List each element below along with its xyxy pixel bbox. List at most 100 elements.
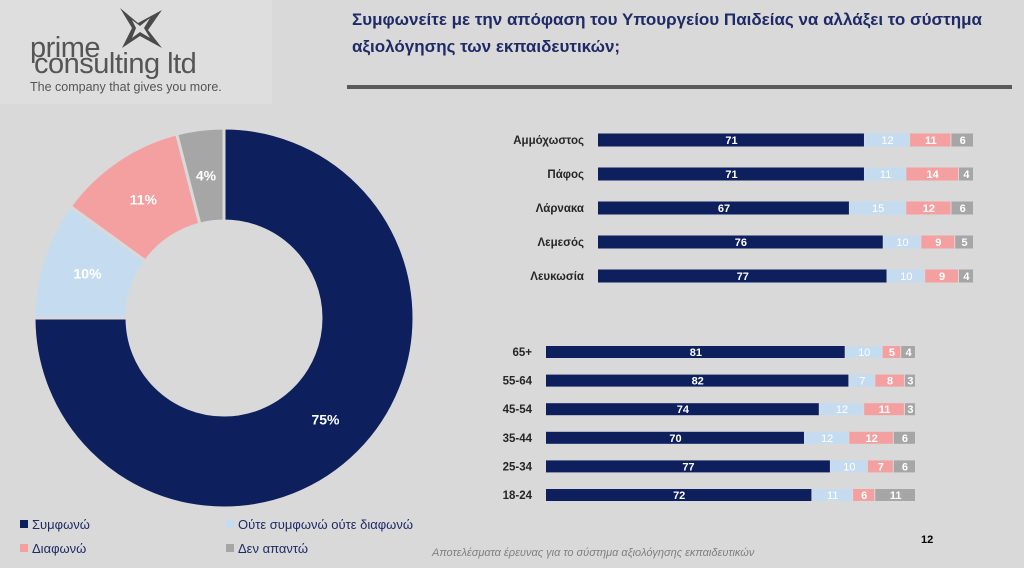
district-bar-neutral: [887, 269, 925, 283]
legend-label-disagree: Διαφωνώ: [32, 541, 87, 556]
age-bar-no-answer: [904, 403, 915, 416]
district-value-label-neutral: 15: [872, 203, 884, 215]
district-row-1: Πάφος 71 11 14 4: [547, 167, 973, 181]
age-row-18-24: 18-24 72 11 6 11: [503, 489, 915, 502]
age-value-label-agree: 82: [692, 376, 704, 388]
age-value-label-no-answer: 6: [902, 433, 908, 445]
age-bar-disagree: [882, 346, 901, 358]
age-bar-agree: [546, 403, 819, 416]
district-value-label-agree: 67: [718, 203, 730, 215]
age-value-label-disagree: 6: [861, 490, 867, 502]
legend-label-no-answer: Δεν απαντώ: [238, 541, 309, 556]
age-bar-no-answer: [901, 346, 915, 358]
title-divider: [347, 85, 1012, 89]
district-bar-agree: [598, 167, 864, 181]
age-value-label-no-answer: 6: [902, 461, 908, 473]
district-value-label-disagree: 9: [935, 237, 941, 249]
age-row-55-64: 55-64 82 7 8 3: [503, 374, 915, 388]
age-bar-neutral: [845, 346, 882, 358]
age-value-label-no-answer: 4: [906, 347, 913, 359]
district-bar-agree: [598, 201, 849, 215]
age-category-label: 65+: [512, 347, 532, 359]
age-category-label: 35-44: [503, 433, 533, 445]
district-bar-neutral: [883, 235, 921, 249]
age-bar-no-answer: [904, 374, 915, 387]
district-value-label-agree: 76: [735, 237, 747, 249]
district-bar-neutral: [864, 167, 906, 181]
age-category-label: 18-24: [503, 490, 533, 502]
district-bar-neutral: [849, 201, 906, 215]
district-category-label: Λάρνακα: [536, 203, 584, 215]
district-value-label-no-answer: 6: [960, 135, 966, 147]
age-value-label-disagree: 7: [878, 461, 884, 473]
age-bar-agree: [546, 346, 845, 358]
age-value-label-agree: 70: [669, 433, 681, 445]
age-value-label-disagree: 11: [879, 404, 891, 416]
district-bar-no-answer: [955, 235, 973, 249]
district-bar-disagree: [910, 133, 951, 147]
district-bar-disagree: [921, 235, 955, 249]
age-value-label-agree: 74: [677, 404, 690, 416]
district-value-label-neutral: 10: [900, 271, 912, 283]
donut-label-neutral: 10%: [74, 266, 103, 282]
footer-caption: Αποτελέσματα έρευνας για το σύστημα αξιο…: [432, 547, 755, 559]
district-category-label: Πάφος: [547, 169, 584, 181]
age-category-label: 45-54: [503, 404, 533, 416]
age-bar-neutral: [812, 489, 853, 501]
age-value-label-no-answer: 3: [907, 376, 913, 388]
donut-chart: 75% 10% 11% 4%: [32, 126, 416, 510]
donut-label-no-answer: 4%: [196, 168, 217, 184]
legend-swatch-neutral: [226, 520, 234, 528]
age-row-25-34: 25-34 77 10 7 6: [503, 460, 915, 473]
age-category-label: 55-64: [503, 376, 533, 388]
district-bar-agree: [598, 133, 864, 147]
legend-item-neutral: Ούτε συμφωνώ ούτε διαφωνώ: [226, 517, 413, 532]
age-row-65: 65+ 81 10 5 4: [512, 346, 915, 359]
legend-label-neutral: Ούτε συμφωνώ ούτε διαφωνώ: [238, 517, 413, 532]
age-value-label-disagree: 12: [865, 433, 877, 445]
age-bar-no-answer: [893, 460, 915, 473]
age-bar-disagree: [853, 489, 875, 501]
district-bar-agree: [598, 235, 883, 249]
age-value-label-neutral: 12: [836, 404, 848, 416]
district-row-3: Λεμεσός 76 10 9 5: [538, 235, 973, 249]
district-bar-no-answer: [958, 269, 973, 283]
age-bar-disagree: [875, 374, 904, 387]
age-bar-disagree: [867, 460, 893, 473]
district-row-2: Λάρνακα 67 15 12 6: [536, 201, 973, 215]
donut-slice-agree: [32, 126, 416, 510]
district-bar-disagree: [906, 167, 958, 181]
age-value-label-disagree: 5: [889, 347, 895, 359]
district-bar-no-answer: [951, 201, 973, 215]
age-bar-neutral: [805, 431, 849, 444]
district-row-4: Λευκωσία 77 10 9 4: [530, 269, 973, 283]
district-bar-no-answer: [951, 133, 973, 147]
district-row-0: Αμμόχωστος 71 12 11 6: [513, 133, 973, 147]
legend-item-agree: Συμφωνώ: [20, 517, 90, 532]
district-bar-disagree: [925, 269, 958, 283]
district-value-label-disagree: 11: [925, 135, 937, 147]
donut-slice-no-answer: [174, 126, 226, 226]
district-value-label-neutral: 11: [880, 169, 891, 181]
age-row-35-44: 35-44 70 12 12 6: [503, 431, 915, 445]
district-value-label-no-answer: 6: [960, 203, 966, 215]
district-value-label-disagree: 12: [923, 203, 935, 215]
age-value-label-no-answer: 11: [890, 490, 902, 502]
district-category-label: Λευκωσία: [530, 271, 584, 283]
district-value-label-agree: 77: [737, 271, 749, 283]
donut-label-disagree: 11%: [130, 191, 158, 207]
age-bar-no-answer: [893, 431, 915, 444]
age-bar-neutral: [819, 403, 864, 416]
age-value-label-disagree: 8: [887, 376, 893, 388]
district-value-label-agree: 71: [725, 135, 737, 147]
district-value-label-neutral: 12: [881, 135, 893, 147]
district-bar-disagree: [906, 201, 951, 215]
district-category-label: Αμμόχωστος: [513, 135, 584, 147]
company-logo: prime consulting ltd The company that gi…: [0, 0, 272, 104]
legend-swatch-disagree: [20, 544, 28, 552]
age-value-label-neutral: 10: [843, 461, 855, 473]
district-value-label-agree: 71: [725, 169, 737, 181]
age-bar-agree: [546, 460, 830, 473]
age-bar-agree: [546, 431, 804, 444]
